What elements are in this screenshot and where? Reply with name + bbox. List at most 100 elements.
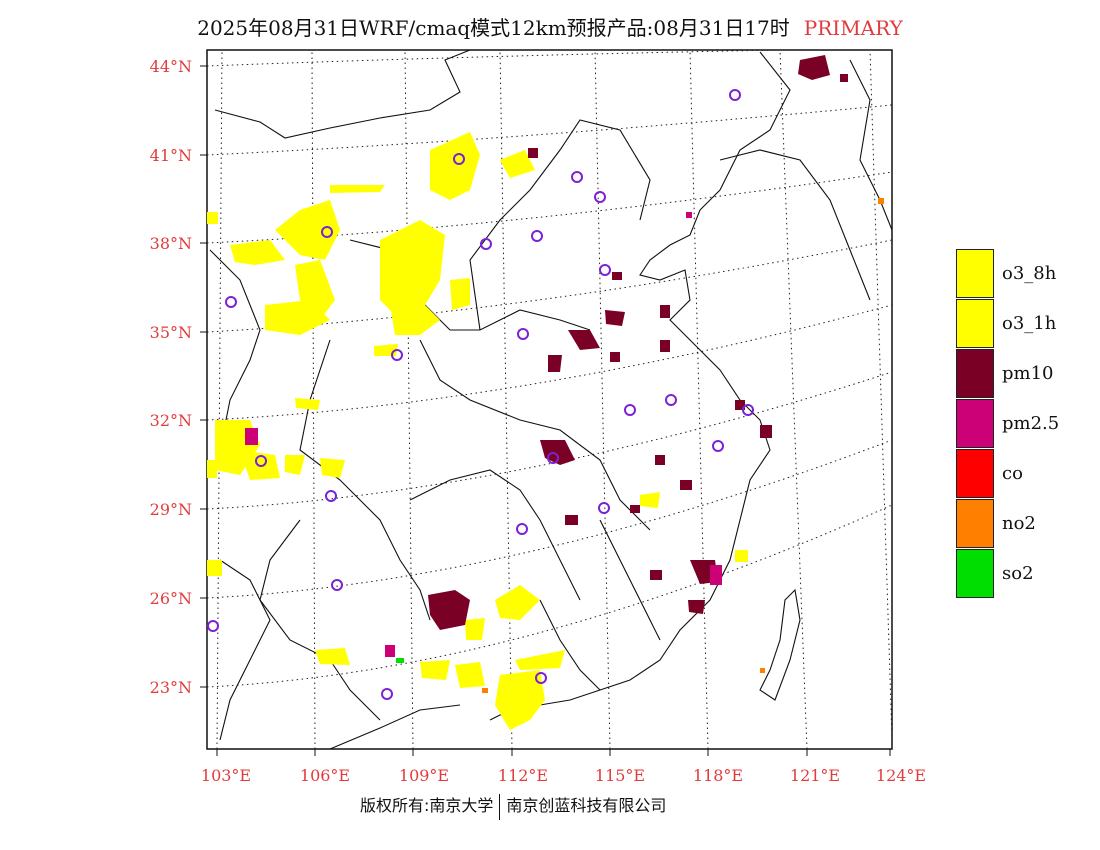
o3-patch <box>320 458 345 478</box>
lat-label: 35°N <box>150 323 192 342</box>
no2-patch <box>878 198 884 204</box>
legend-item: no2 <box>956 499 1086 549</box>
station-marker <box>381 688 393 700</box>
o3-patch <box>430 132 480 200</box>
map-title: 2025年08月31日WRF/cmaq模式12km预报产品:08月31日17时 P… <box>0 12 1100 41</box>
station-marker <box>325 490 337 502</box>
pm10-patch <box>605 310 625 326</box>
pm10-patch <box>610 352 620 362</box>
pm10-patches <box>428 55 848 630</box>
lat-label: 23°N <box>150 678 192 697</box>
o3-patch <box>295 398 320 410</box>
pm10-patch <box>688 600 705 614</box>
station-marker <box>531 230 543 242</box>
pm10-patch <box>612 272 622 280</box>
pm10-patch <box>760 425 772 438</box>
lon-label: 103°E <box>201 766 251 785</box>
map-border <box>206 49 893 750</box>
station-marker <box>594 191 606 203</box>
o3-patch <box>495 670 545 730</box>
lat-label: 41°N <box>150 146 192 165</box>
station-marker <box>547 452 559 464</box>
station-marker <box>255 455 267 467</box>
lon-label: 124°E <box>876 766 926 785</box>
legend-swatch <box>956 549 994 598</box>
station-marker <box>453 153 465 165</box>
o3-patch <box>735 550 748 562</box>
o3-patch <box>515 650 565 670</box>
lat-label: 32°N <box>150 411 192 430</box>
lon-label: 121°E <box>790 766 840 785</box>
o3-patch <box>275 200 340 260</box>
copyright-right: 南京创蓝科技有限公司 <box>506 796 667 815</box>
station-marker <box>598 502 610 514</box>
legend-label: so2 <box>1002 563 1034 584</box>
longitude-labels: 103°E 106°E 109°E 112°E 115°E 118°E 121°… <box>201 766 926 785</box>
lon-label: 109°E <box>399 766 449 785</box>
lat-label: 26°N <box>150 589 192 608</box>
station-marker <box>742 404 754 416</box>
station-marker <box>207 620 219 632</box>
legend-swatch <box>956 349 994 398</box>
pm10-patch <box>840 74 848 82</box>
lat-label: 44°N <box>150 57 192 76</box>
pm10-patch <box>660 305 670 318</box>
o3-patch <box>207 560 222 576</box>
pm10-patch <box>660 340 670 352</box>
o3-patch <box>640 492 660 508</box>
pm10-patch <box>650 570 662 580</box>
pm10-patch <box>548 355 562 372</box>
o3-patch <box>450 278 470 310</box>
station-marker <box>391 349 403 361</box>
station-marker <box>321 226 333 238</box>
station-marker <box>331 579 343 591</box>
primary-label: PRIMARY <box>803 16 903 40</box>
station-marker <box>712 440 724 452</box>
legend-item: pm2.5 <box>956 399 1086 449</box>
o3-patch <box>330 185 385 193</box>
o3-patch <box>420 660 450 680</box>
station-marker <box>517 328 529 340</box>
o3-patch <box>500 150 535 178</box>
pm10-patch <box>630 505 640 513</box>
legend-label: co <box>1002 463 1023 484</box>
station-markers <box>207 89 754 700</box>
pm10-patch <box>565 515 578 525</box>
o3-patch <box>230 240 285 265</box>
station-marker <box>665 394 677 406</box>
legend-swatch <box>956 399 994 448</box>
lon-label: 118°E <box>693 766 743 785</box>
legend: o3_8h o3_1h pm10 pm2.5 co no2 so2 <box>956 249 1086 599</box>
pm25-patch <box>245 428 258 445</box>
pm10-patch <box>428 590 470 630</box>
legend-item: o3_1h <box>956 299 1086 349</box>
no2-patch <box>482 688 488 693</box>
legend-item: so2 <box>956 549 1086 599</box>
o3-patch <box>265 300 330 335</box>
o3-patch <box>390 300 440 335</box>
station-marker <box>535 672 547 684</box>
boundaries <box>209 50 892 749</box>
pm25-patch <box>686 212 692 218</box>
copyright-left: 版权所有:南京大学 <box>360 796 494 815</box>
station-marker <box>480 238 492 250</box>
station-marker <box>599 264 611 276</box>
pm10-patch <box>735 400 745 410</box>
station-marker <box>571 171 583 183</box>
legend-label: no2 <box>1002 513 1036 534</box>
copyright: 版权所有:南京大学 南京创蓝科技有限公司 <box>360 792 666 820</box>
o3-patch <box>207 460 217 478</box>
legend-swatch <box>956 299 994 348</box>
pm10-patch <box>528 148 538 158</box>
legend-item: o3_8h <box>956 249 1086 299</box>
station-marker <box>729 89 741 101</box>
copyright-separator <box>499 793 501 820</box>
o3-patch <box>495 585 540 620</box>
legend-swatch <box>956 449 994 498</box>
legend-item: co <box>956 449 1086 499</box>
pm10-patch <box>798 55 830 80</box>
legend-item: pm10 <box>956 349 1086 399</box>
o3-patches <box>207 132 748 730</box>
o3-patch <box>315 648 350 665</box>
pm25-patch <box>710 565 722 585</box>
